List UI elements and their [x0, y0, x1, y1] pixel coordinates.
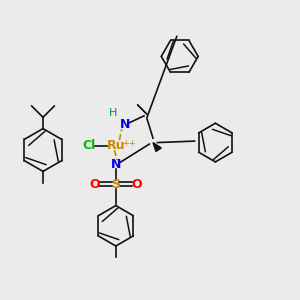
- Text: S: S: [111, 178, 120, 191]
- Text: Cl: Cl: [82, 139, 96, 152]
- Text: N: N: [111, 158, 121, 171]
- Polygon shape: [137, 104, 147, 114]
- Text: N: N: [119, 118, 130, 131]
- Text: O: O: [131, 178, 142, 191]
- Text: ++: ++: [122, 139, 136, 148]
- Text: O: O: [90, 178, 100, 191]
- Text: Ru: Ru: [106, 139, 125, 152]
- Text: H: H: [109, 108, 117, 118]
- Polygon shape: [153, 142, 161, 152]
